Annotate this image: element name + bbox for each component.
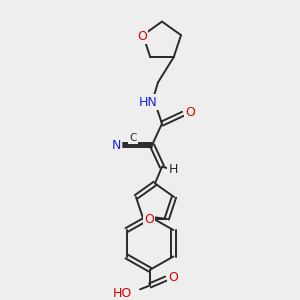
Text: O: O [185,106,195,119]
Text: O: O [137,30,147,43]
Text: O: O [168,271,178,284]
Text: HO: HO [113,287,132,300]
Text: C: C [129,133,137,143]
Text: H: H [168,163,178,176]
Text: HN: HN [139,95,158,109]
Text: O: O [144,213,154,226]
Text: N: N [111,139,121,152]
